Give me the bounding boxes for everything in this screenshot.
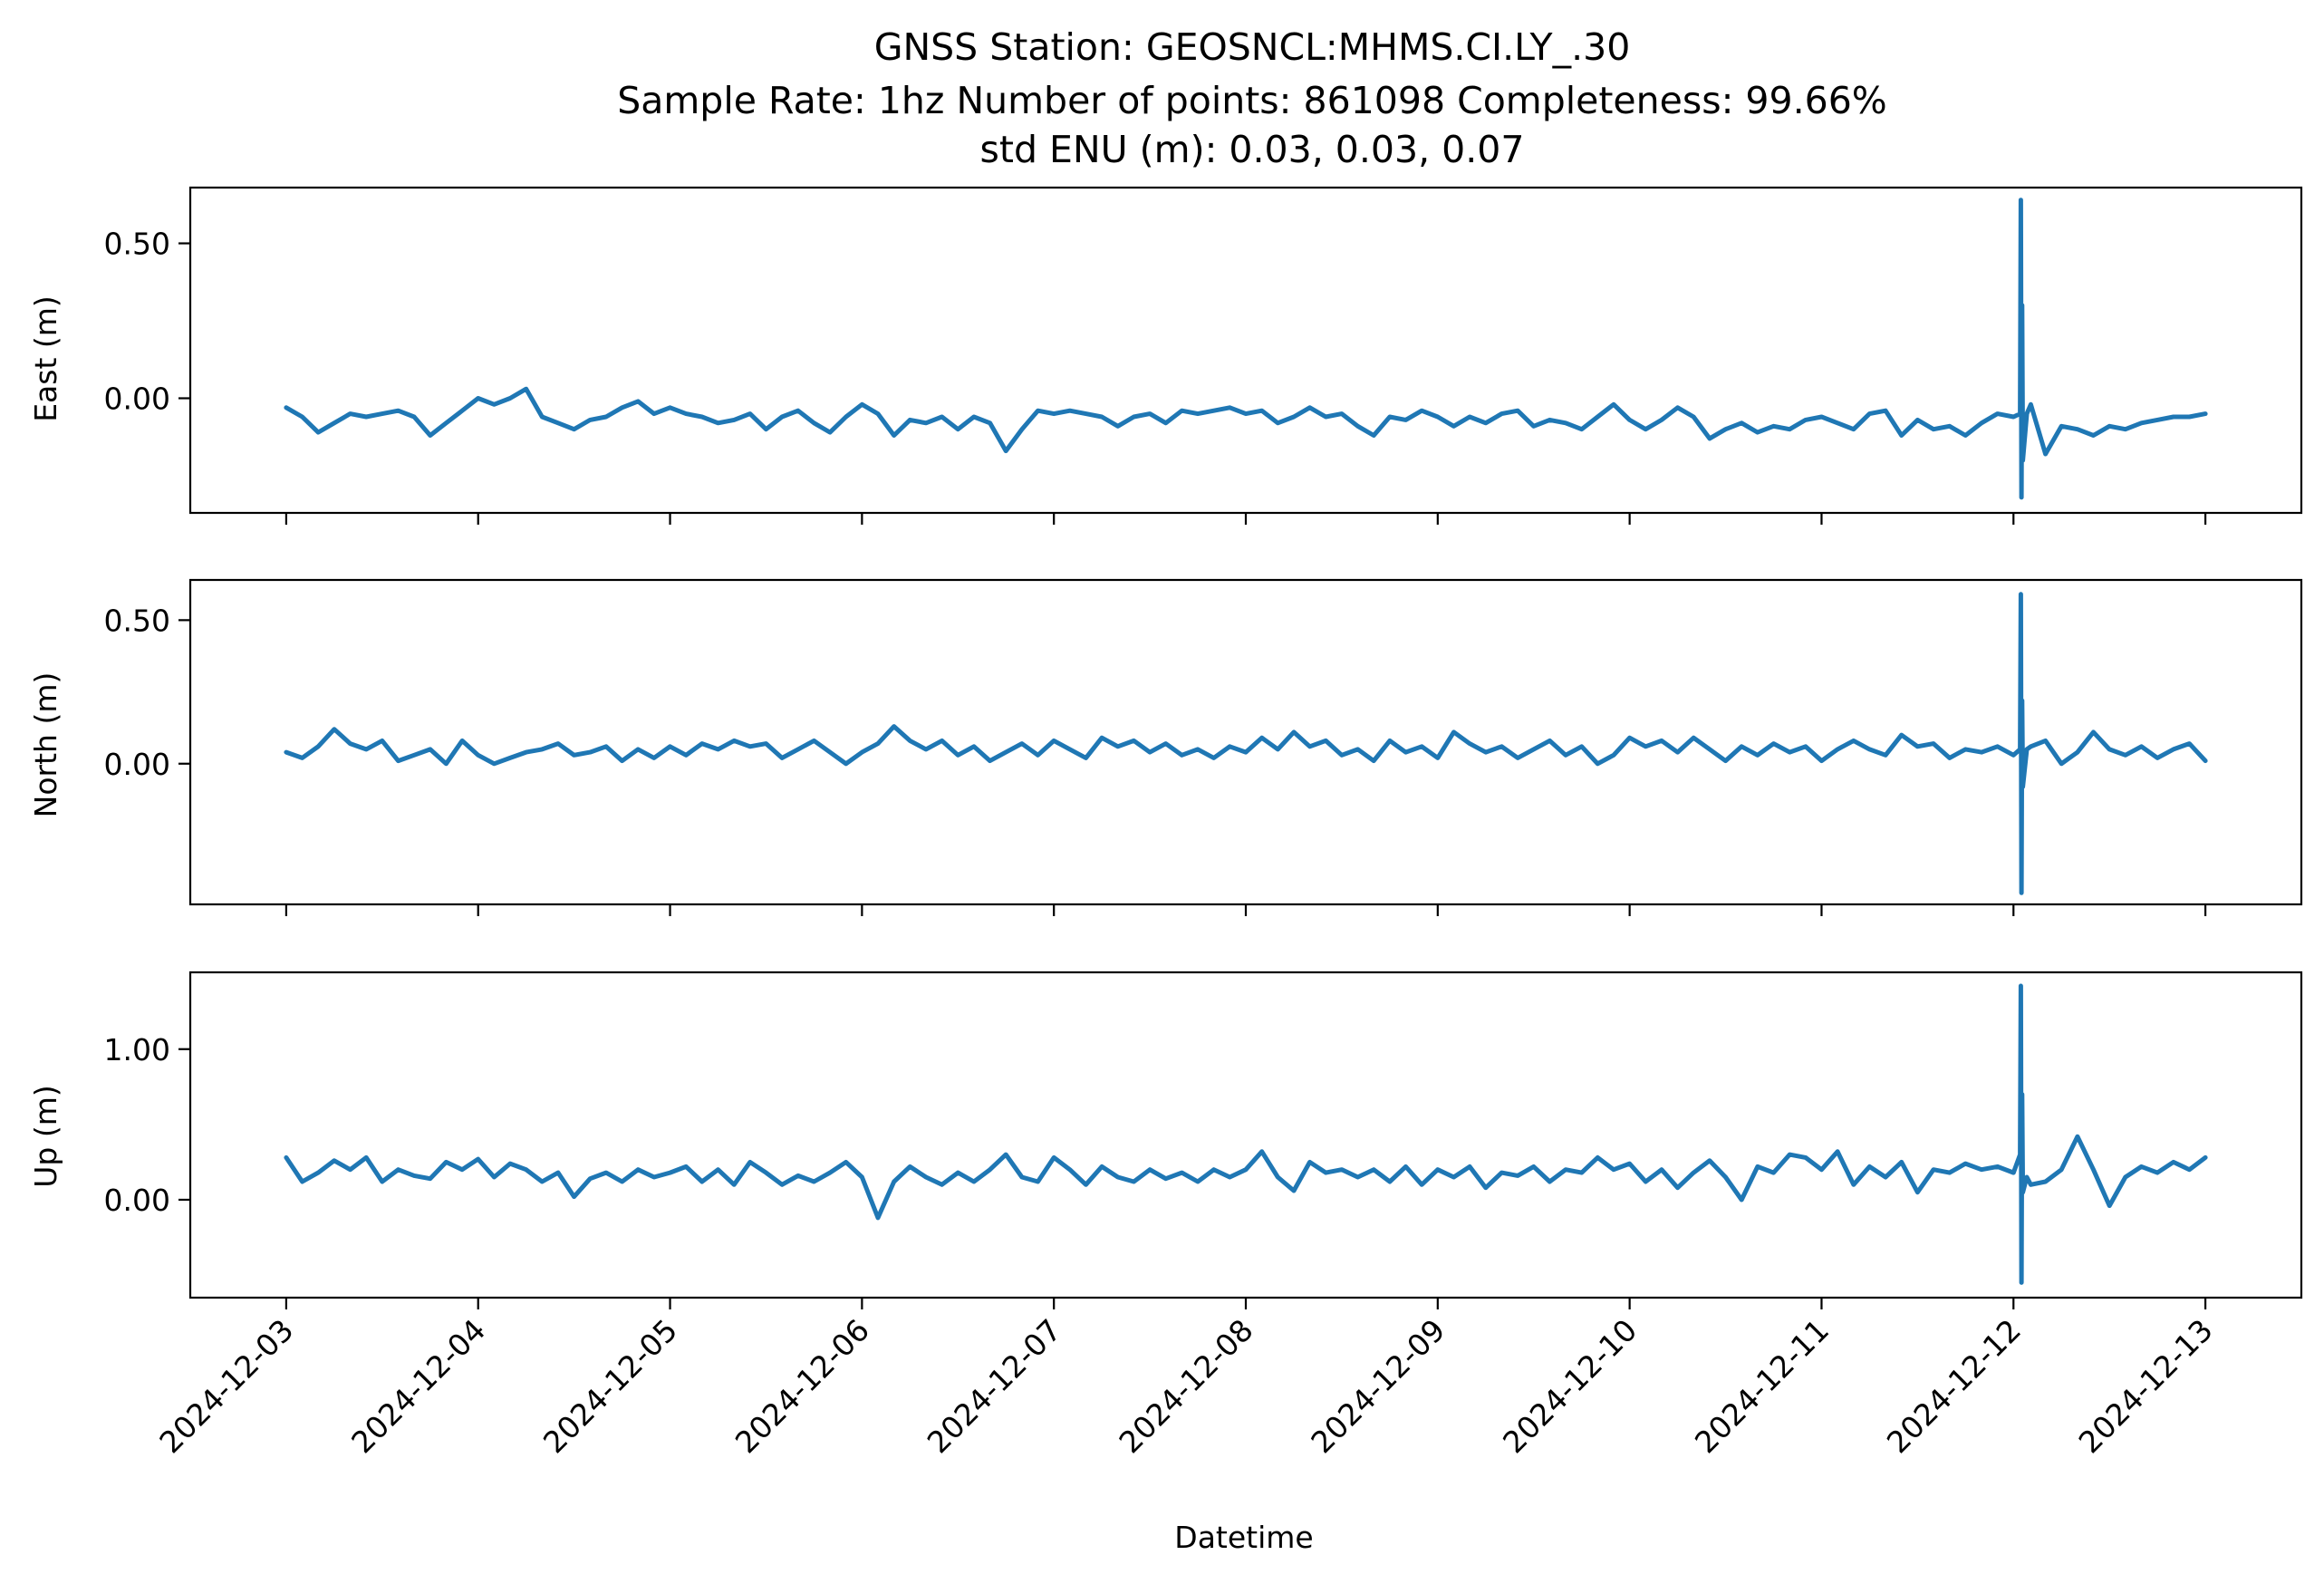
y-tick-label: 0.00 [104,747,170,782]
y-tick-label: 0.00 [104,381,170,416]
figure-title-line-2: Sample Rate: 1hz Number of points: 86109… [617,79,1887,122]
series-line [284,983,2208,1285]
series-line [284,198,2208,500]
up-ylabel: Up (m) [28,1085,63,1188]
east-ylabel: East (m) [28,295,63,422]
x-axis-label: Datetime [1174,1520,1313,1555]
y-tick-label: 0.50 [104,603,170,638]
series-line [284,592,2208,895]
north-ylabel: North (m) [28,672,63,818]
up-panel: Up (m) 0.00 1.00 [28,971,2303,1309]
y-tick-label: 1.00 [104,1032,170,1067]
east-panel: East (m) 0.00 0.50 [28,186,2303,525]
figure-title-line-3: std ENU (m): 0.03, 0.03, 0.07 [980,128,1525,171]
north-panel: North (m) 0.00 0.50 [28,578,2303,916]
y-tick-label: 0.00 [104,1183,170,1218]
y-tick-label: 0.50 [104,227,170,262]
figure-title-line-1: GNSS Station: GEOSNCL:MHMS.CI.LY_.30 [874,25,1631,69]
